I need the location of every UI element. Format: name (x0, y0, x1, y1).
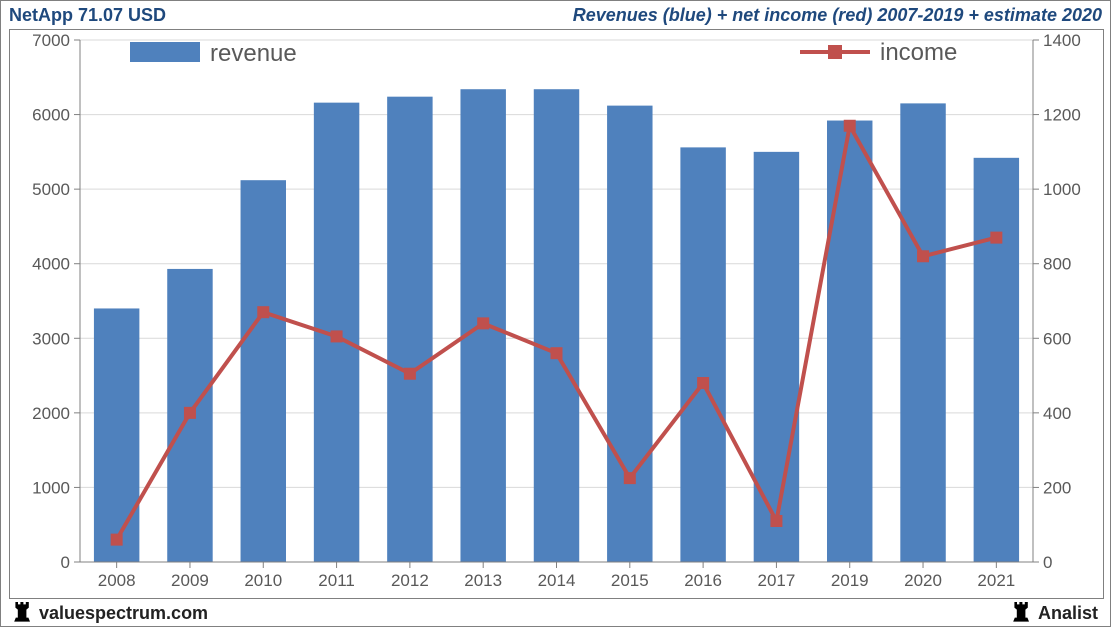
y-tick-label-left: 2000 (32, 404, 70, 423)
x-tick-label: 2010 (244, 571, 282, 590)
x-tick-label: 2017 (758, 571, 796, 590)
revenue-bar (94, 308, 139, 562)
chart-header: NetApp 71.07 USD Revenues (blue) + net i… (1, 1, 1110, 29)
y-tick-label-right: 600 (1043, 329, 1071, 348)
income-marker (257, 306, 269, 318)
analyst-label: Analist (1038, 603, 1098, 624)
legend-marker-income (828, 45, 842, 59)
x-tick-label: 2012 (391, 571, 429, 590)
revenue-bar (387, 97, 432, 562)
y-tick-label-right: 1000 (1043, 180, 1081, 199)
y-tick-label-right: 400 (1043, 404, 1071, 423)
ticker-title: NetApp 71.07 USD (9, 5, 166, 26)
y-tick-label-right: 0 (1043, 553, 1052, 572)
y-tick-label-right: 1400 (1043, 31, 1081, 50)
income-marker (111, 534, 123, 546)
y-tick-label-left: 0 (61, 553, 70, 572)
rook-icon (13, 602, 33, 624)
income-marker (184, 407, 196, 419)
legend-swatch-revenue (130, 42, 200, 62)
income-marker (331, 330, 343, 342)
x-tick-label: 2020 (904, 571, 942, 590)
x-tick-label: 2011 (318, 571, 355, 590)
revenue-bar (827, 121, 872, 562)
income-marker (844, 120, 856, 132)
x-tick-label: 2009 (171, 571, 209, 590)
income-marker (477, 317, 489, 329)
source-right: Analist (1012, 602, 1098, 624)
x-tick-label: 2019 (831, 571, 869, 590)
y-tick-label-right: 200 (1043, 478, 1071, 497)
income-marker (770, 515, 782, 527)
y-tick-label-left: 1000 (32, 478, 70, 497)
source-left: valuespectrum.com (13, 602, 208, 624)
y-tick-label-left: 4000 (32, 255, 70, 274)
revenue-bar (534, 89, 579, 562)
income-marker (697, 377, 709, 389)
income-marker (551, 347, 563, 359)
x-tick-label: 2013 (464, 571, 502, 590)
footer: valuespectrum.com Analist (1, 600, 1110, 626)
y-tick-label-right: 800 (1043, 255, 1071, 274)
income-marker (917, 250, 929, 262)
revenue-bar (974, 158, 1019, 562)
revenue-bar (900, 103, 945, 562)
x-tick-label: 2008 (98, 571, 136, 590)
revenue-bar (680, 147, 725, 562)
income-marker (404, 368, 416, 380)
rook-icon (1012, 602, 1032, 624)
source-label: valuespectrum.com (39, 603, 208, 624)
income-marker (990, 232, 1002, 244)
chart-subtitle: Revenues (blue) + net income (red) 2007-… (573, 5, 1102, 26)
revenue-bar (241, 180, 286, 562)
x-tick-label: 2021 (977, 571, 1015, 590)
x-tick-label: 2014 (538, 571, 576, 590)
y-tick-label-left: 6000 (32, 106, 70, 125)
y-tick-label-right: 1200 (1043, 106, 1081, 125)
x-tick-label: 2015 (611, 571, 649, 590)
revenue-bar (754, 152, 799, 562)
y-tick-label-left: 3000 (32, 329, 70, 348)
x-tick-label: 2016 (684, 571, 722, 590)
income-marker (624, 472, 636, 484)
chart-svg: 0 1000 2000 3000 4000 5000 6000 7000 0 200 400 600 8… (10, 30, 1103, 598)
legend-label-income: income (880, 39, 957, 66)
revenue-bar (607, 106, 652, 562)
chart-container: NetApp 71.07 USD Revenues (blue) + net i… (0, 0, 1111, 627)
plot-area: 0 1000 2000 3000 4000 5000 6000 7000 0 200 400 600 8… (9, 29, 1104, 599)
y-tick-label-left: 5000 (32, 180, 70, 199)
legend-label-revenue: revenue (210, 40, 297, 67)
y-tick-label-left: 7000 (32, 31, 70, 50)
